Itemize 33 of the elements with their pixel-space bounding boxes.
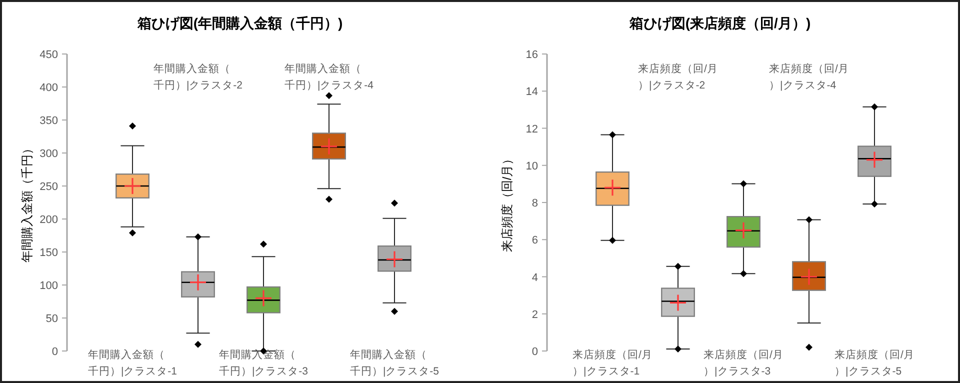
x-tick-label: 年間購入金額（千円）|クラスタ-4 [284,62,374,92]
chart-title: 箱ひげ図(年間購入金額（千円）) [136,15,343,31]
x-tick-label: 来店頻度（回/月）|クラスタ-3 [704,348,784,378]
y-tick-label: 10 [526,160,538,172]
x-tick-label: 来店頻度（回/月）|クラスタ-2 [638,62,718,92]
y-tick-label: 400 [40,82,58,94]
x-tick-label: 年間購入金額（千円）|クラスタ-3 [218,348,308,378]
y-tick-label: 6 [532,234,538,247]
y-tick-label: 12 [526,123,538,136]
x-tick-label: 年間購入金額（千円）|クラスタ-5 [350,348,440,378]
y-tick-label: 4 [532,272,538,284]
y-tick-label: 300 [40,148,58,160]
y-tick-label: 16 [526,49,538,61]
y-tick-label: 250 [40,181,58,193]
x-tick-label: 来店頻度（回/月）|クラスタ-5 [834,348,914,378]
x-tick-label: 来店頻度（回/月）|クラスタ-1 [572,348,652,378]
y-tick-label: 200 [40,214,58,226]
y-tick-label: 100 [40,280,58,292]
y-axis-title: 来店頻度（回/月） [500,152,514,252]
chart-title: 箱ひげ図(来店頻度（回/月）) [628,15,811,31]
x-tick-label: 年間購入金額（千円）|クラスタ-1 [88,348,178,378]
y-tick-label: 0 [532,346,538,358]
y-tick-label: 8 [532,198,538,210]
y-tick-label: 150 [40,247,58,259]
y-tick-label: 2 [532,308,538,321]
y-tick-label: 350 [40,115,58,127]
x-tick-label: 来店頻度（回/月）|クラスタ-4 [769,62,849,92]
y-tick-label: 450 [40,49,58,61]
y-axis-title: 年間購入金額（千円） [20,142,34,262]
y-tick-label: 0 [52,346,58,358]
x-tick-label: 年間購入金額（千円）|クラスタ-2 [153,62,243,92]
y-tick-label: 50 [46,313,58,325]
y-tick-label: 14 [526,86,538,98]
